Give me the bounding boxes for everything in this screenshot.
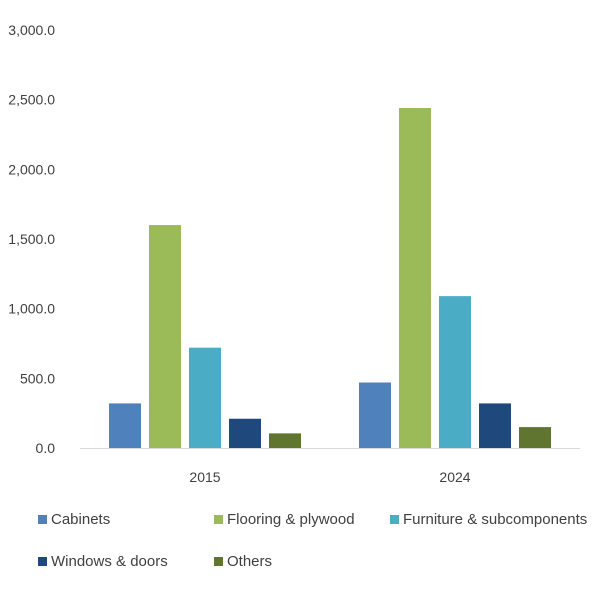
y-tick-label: 2,500.0	[8, 92, 55, 108]
y-tick-label: 2,000.0	[8, 161, 55, 177]
legend-item: Cabinets	[38, 511, 110, 528]
legend-label: Windows & doors	[51, 553, 168, 570]
legend-swatch	[38, 557, 47, 566]
x-axis-categories: 2015 2024	[189, 469, 470, 485]
y-tick-label: 500.0	[20, 370, 55, 386]
legend: Cabinets Flooring & plywood Furniture & su…	[38, 511, 587, 570]
y-axis-ticks: 0.0 500.0 1,000.0 1,500.0 2,000.0 2,500.0 3,00…	[8, 22, 55, 456]
x-category-label: 2024	[439, 469, 470, 485]
bars	[109, 108, 551, 448]
legend-item: Windows & doors	[38, 553, 168, 570]
legend-swatch	[390, 515, 399, 524]
legend-label: Others	[227, 553, 272, 570]
bar	[189, 347, 221, 448]
bar	[359, 382, 391, 448]
legend-item: Others	[214, 553, 272, 570]
y-tick-label: 0.0	[36, 440, 56, 456]
legend-label: Flooring & plywood	[227, 511, 355, 528]
bar	[109, 403, 141, 448]
legend-label: Cabinets	[51, 511, 110, 528]
legend-label: Furniture & subcomponents	[403, 511, 587, 528]
y-tick-label: 1,000.0	[8, 301, 55, 317]
bar	[479, 403, 511, 448]
bar	[229, 418, 261, 448]
y-tick-label: 1,500.0	[8, 231, 55, 247]
bar	[399, 108, 431, 448]
legend-item: Flooring & plywood	[214, 511, 355, 528]
legend-item: Furniture & subcomponents	[390, 511, 587, 528]
legend-swatch	[214, 515, 223, 524]
legend-swatch	[38, 515, 47, 524]
x-category-label: 2015	[189, 469, 220, 485]
y-tick-label: 3,000.0	[8, 22, 55, 38]
bar	[269, 433, 301, 448]
bar	[439, 296, 471, 448]
bar	[519, 427, 551, 448]
bar	[149, 225, 181, 448]
legend-swatch	[214, 557, 223, 566]
